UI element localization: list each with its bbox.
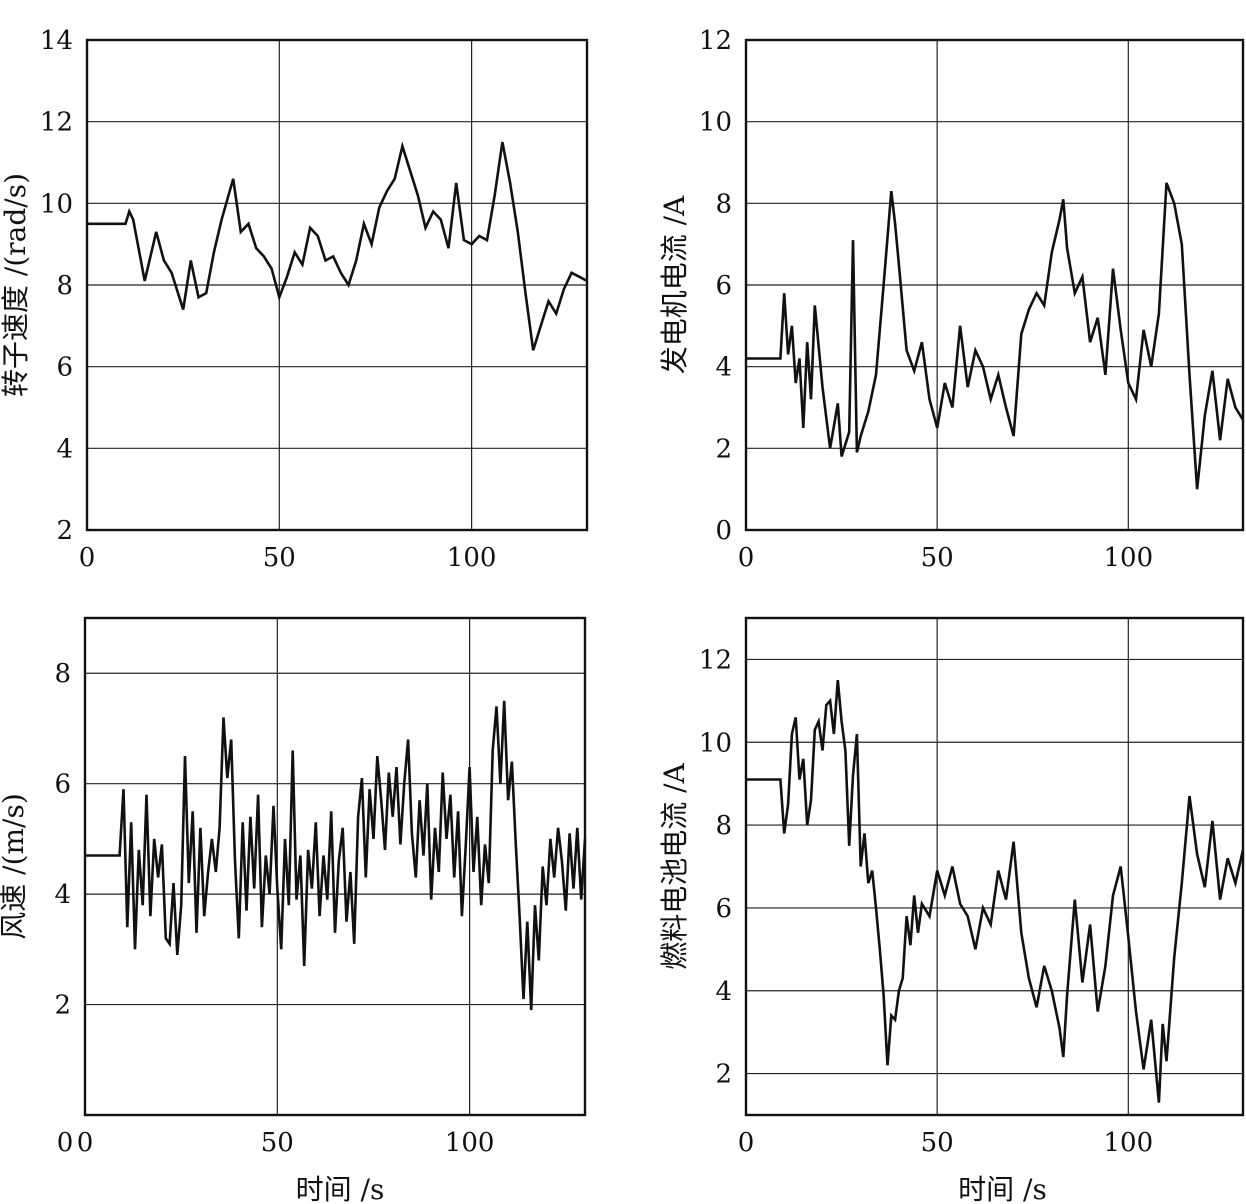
fuel-cell-current-xtick-label: 100: [1103, 1128, 1153, 1158]
fuel-cell-current-chart: 2 4 6 8 10 12 0 50 100 燃料电池电流 /A 时间 /s: [658, 616, 1245, 1204]
generator-current-xtick-label: 0: [738, 543, 755, 573]
fuel-cell-current-ytick-label: 12: [699, 645, 732, 675]
rotor-speed-series-line: [87, 141, 588, 351]
generator-current-ytick-label: 4: [715, 353, 732, 383]
generator-current-ytick-label: 6: [715, 271, 732, 301]
fuel-cell-current-plot-frame: [744, 616, 1245, 1117]
fuel-cell-current-ytick-label: 8: [715, 811, 732, 841]
rotor-speed-ytick-label: 8: [56, 271, 73, 301]
wind-speed-xtick-label: 100: [445, 1128, 495, 1158]
wind-speed-ytick-label: 6: [54, 770, 71, 800]
rotor-speed-ytick-label: 12: [40, 108, 73, 138]
rotor-speed-ytick-label: 4: [56, 434, 73, 464]
rotor-speed-ytick-label: 6: [56, 353, 73, 383]
wind-speed-chart: 2 4 6 8 0 50 100 0 风速 /(m/s): [0, 616, 587, 1158]
generator-current-xtick-label: 50: [921, 543, 954, 573]
rotor-speed-xtick-label: 100: [447, 543, 497, 573]
generator-current-series-line: [746, 182, 1245, 490]
generator-current-ytick-label: 12: [699, 26, 732, 56]
fuel-cell-current-ytick-label: 10: [699, 728, 732, 758]
fuel-cell-current-ytick-label: 4: [715, 977, 732, 1007]
fuel-cell-current-series-line: [746, 679, 1245, 1103]
wind-speed-xlabel: 时间 /s: [296, 1173, 385, 1204]
fuel-cell-current-ytick-label: 2: [715, 1060, 732, 1090]
rotor-speed-xtick-label: 50: [263, 543, 296, 573]
wind-speed-plot-frame: [83, 616, 587, 1117]
generator-current-ytick-label: 0: [715, 516, 732, 546]
rotor-speed-chart: 2 4 6 8 10 12 14 0 50 100 转子速度 /(rad/s): [0, 26, 589, 573]
wind-speed-ytick-label: 8: [54, 659, 71, 689]
fuel-cell-current-xtick-label: 50: [921, 1128, 954, 1158]
generator-current-xtick-label: 100: [1103, 543, 1153, 573]
rotor-speed-ytick-label: 14: [40, 26, 73, 56]
rotor-speed-xtick-label: 0: [79, 543, 96, 573]
rotor-speed-plot-frame: [85, 38, 589, 532]
wind-speed-xtick-label: 0: [77, 1128, 94, 1158]
wind-speed-ylabel: 风速 /(m/s): [0, 793, 30, 940]
generator-current-ytick-label: 8: [715, 189, 732, 219]
generator-current-chart: 0 2 4 6 8 10 12 0 50 100 发电机电流 /A: [658, 26, 1245, 573]
rotor-speed-ytick-label: 2: [56, 516, 73, 546]
generator-current-ytick-label: 10: [699, 108, 732, 138]
generator-current-ytick-label: 2: [715, 434, 732, 464]
fuel-cell-current-ytick-label: 6: [715, 894, 732, 924]
wind-speed-ytick-label: 2: [54, 991, 71, 1021]
fuel-cell-current-ylabel: 燃料电池电流 /A: [658, 762, 691, 969]
rotor-speed-ytick-label: 10: [40, 189, 73, 219]
generator-current-ylabel: 发电机电流 /A: [658, 195, 691, 374]
wind-speed-origin-label: 0: [57, 1128, 74, 1158]
fuel-cell-current-xtick-label: 0: [738, 1128, 755, 1158]
wind-speed-ytick-label: 4: [54, 880, 71, 910]
wind-speed-series-line: [85, 700, 587, 1011]
wind-speed-xtick-label: 50: [261, 1128, 294, 1158]
generator-current-plot-frame: [744, 38, 1245, 532]
rotor-speed-ylabel: 转子速度 /(rad/s): [0, 173, 32, 397]
fuel-cell-current-xlabel: 时间 /s: [958, 1173, 1047, 1204]
